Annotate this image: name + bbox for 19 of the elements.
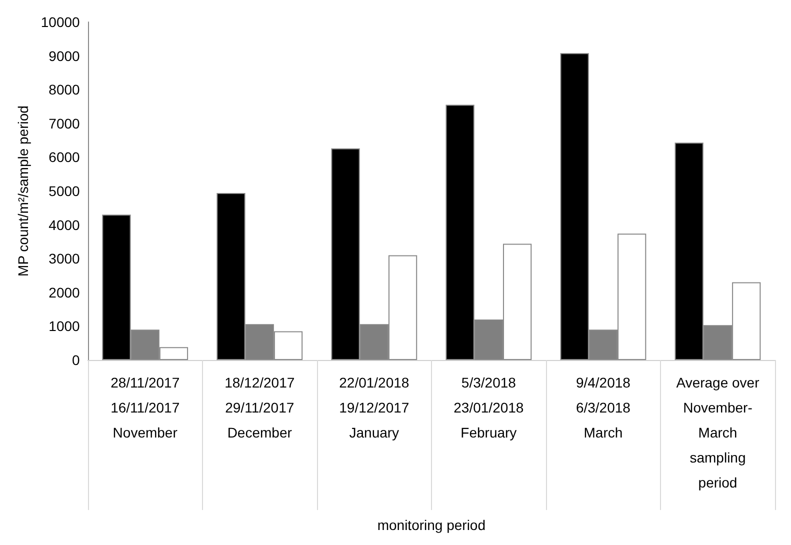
x-tick-label: 9/4/2018 6/3/2018 March <box>576 374 631 440</box>
x-tick-label: Average over November- March sampling period <box>676 374 760 490</box>
y-tick-label: 8000 <box>48 82 80 98</box>
x-tick-label: 5/3/2018 23/01/2018 February <box>454 374 524 440</box>
y-tick-label: 3000 <box>48 250 80 267</box>
y-tick-label: 4000 <box>48 216 80 233</box>
x-tick-label: 28/11/2017 16/11/2017 November <box>110 374 180 440</box>
y-axis-title: MP count/m²/sample period <box>15 106 31 276</box>
y-tick-label: 6000 <box>48 149 80 166</box>
y-tick-label: 0 <box>72 352 80 368</box>
y-tick-label: 10000 <box>40 14 80 30</box>
x-axis-title: monitoring period <box>377 517 486 533</box>
y-tick-label: 5000 <box>48 183 80 199</box>
y-tick-label: 2000 <box>48 284 80 300</box>
y-tick-label: 9000 <box>48 48 80 64</box>
y-tick-label: 1000 <box>48 318 80 334</box>
x-tick-label: 22/01/2018 19/12/2017 January <box>339 374 410 440</box>
x-tick-label: 18/12/2017 29/11/2017 December <box>224 374 295 440</box>
y-tick-label: 7000 <box>48 115 80 132</box>
